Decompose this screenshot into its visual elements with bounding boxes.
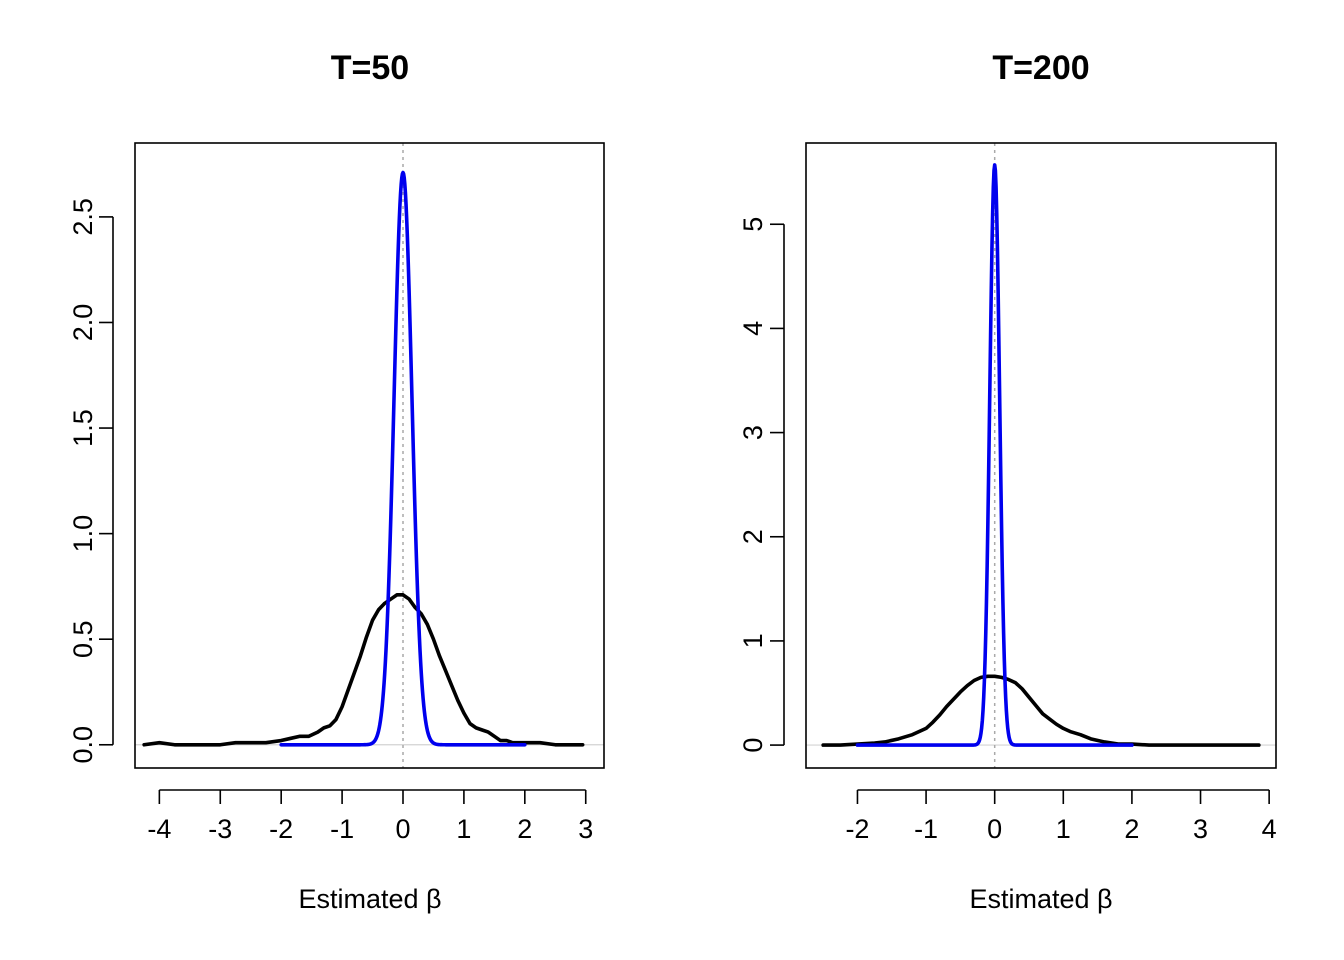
y-tick-label: 5 — [738, 217, 768, 232]
y-tick-label: 1.0 — [68, 515, 98, 553]
panel-t50: T=50 -4 -3 -2 -1 0 1 2 3 Estimated β 0.0 0.5 1.0 1.5 2… — [68, 49, 605, 914]
x-tick-label: -1 — [330, 814, 354, 844]
y-tick-label: 3 — [738, 425, 768, 440]
y-tick-label: 1 — [738, 633, 768, 648]
x-tick-label: 2 — [517, 814, 532, 844]
x-tick-label: 3 — [1193, 814, 1208, 844]
x-tick-label: 0 — [395, 814, 410, 844]
x-tick-label: -2 — [845, 814, 869, 844]
x-tick-label: 4 — [1262, 814, 1277, 844]
y-tick-label: 0.5 — [68, 620, 98, 658]
density-curve-estimated — [821, 674, 1261, 747]
plot-frame — [134, 142, 605, 769]
density-curve-normal — [279, 170, 527, 747]
chart-title: T=50 — [331, 49, 409, 87]
x-tick-label: 3 — [578, 814, 593, 844]
x-tick-label: 1 — [456, 814, 471, 844]
x-tick-label: -4 — [147, 814, 171, 844]
chart-title: T=200 — [992, 49, 1089, 87]
x-tick-label: -2 — [269, 814, 293, 844]
y-tick-label: 0 — [738, 738, 768, 753]
x-tick-label: -1 — [914, 814, 938, 844]
y-tick-label: 4 — [738, 321, 768, 336]
density-curve-normal — [855, 163, 1134, 747]
x-axis-label: Estimated β — [298, 884, 441, 914]
density-curve-estimated — [142, 593, 585, 747]
x-axis-label: Estimated β — [969, 884, 1112, 914]
x-tick-label: -3 — [208, 814, 232, 844]
x-tick-label: 0 — [987, 814, 1002, 844]
y-tick-label: 2.5 — [68, 198, 98, 236]
y-tick-label: 2.0 — [68, 304, 98, 342]
y-tick-label: 1.5 — [68, 409, 98, 447]
panel-t200: T=200 -2 -1 0 1 2 3 4 Estimated β 0 1 2 3 4 5 — [738, 49, 1277, 914]
plot-frame — [805, 142, 1277, 769]
x-tick-label: 1 — [1056, 814, 1071, 844]
y-tick-label: 2 — [738, 529, 768, 544]
y-tick-label: 0.0 — [68, 726, 98, 764]
x-tick-label: 2 — [1124, 814, 1139, 844]
